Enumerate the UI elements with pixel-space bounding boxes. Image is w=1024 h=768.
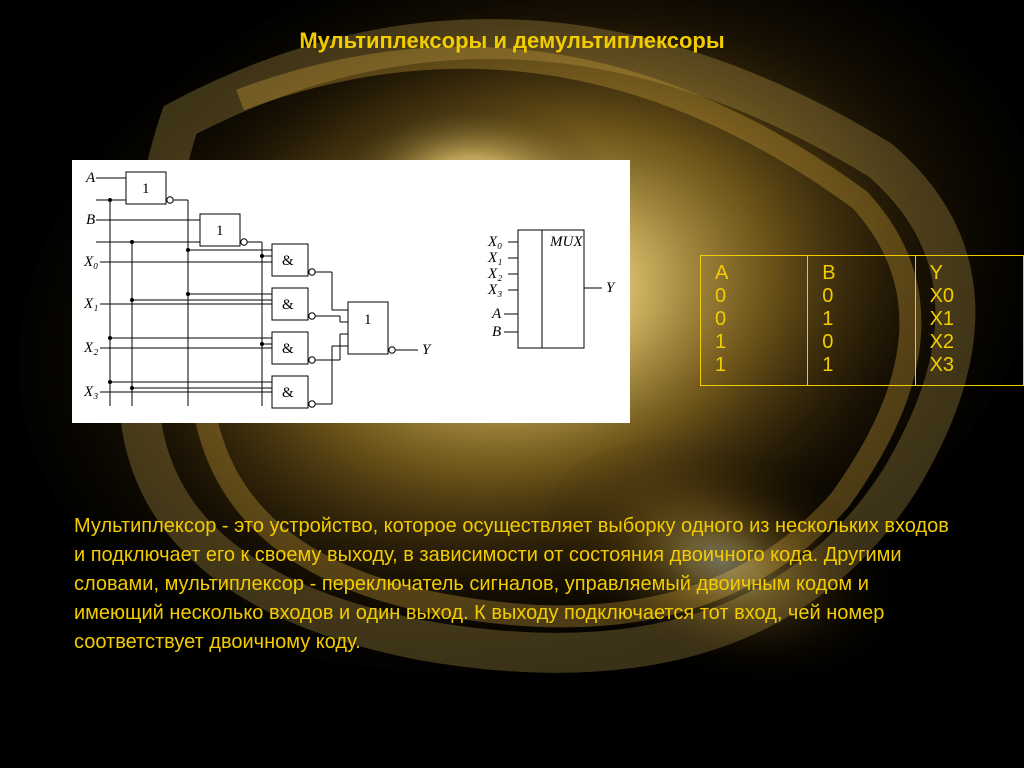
mux-block: MUX X₀ X₁ X₂ X₃ A B Y — [487, 230, 616, 348]
output-y-left: Y — [422, 342, 432, 358]
description-text: Мультиплексор - это устройство, которое … — [74, 512, 954, 657]
svg-text:B: B — [492, 324, 501, 340]
truth-table: A 0 0 1 1 B 0 1 0 1 Y X0 X1 X2 X3 — [700, 255, 1024, 386]
svg-text:X₁: X₁ — [487, 250, 502, 266]
svg-text:X₂: X₂ — [487, 266, 502, 282]
gate-inv-a-label: 1 — [142, 181, 150, 197]
svg-text:&: & — [282, 297, 294, 313]
svg-text:A: A — [491, 306, 502, 322]
svg-text:&: & — [282, 253, 294, 269]
or-gate-label: 1 — [364, 312, 372, 328]
svg-text:MUX: MUX — [549, 234, 583, 250]
truth-table-grid: A 0 0 1 1 B 0 1 0 1 Y X0 X1 X2 X3 — [700, 255, 1024, 386]
truth-col-a: A 0 0 1 1 — [701, 256, 808, 386]
page-title: Мультиплексоры и демультиплексоры — [0, 28, 1024, 54]
svg-text:&: & — [282, 341, 294, 357]
truth-col-b: B 0 1 0 1 — [808, 256, 915, 386]
input-b-label: B — [86, 212, 95, 228]
truth-col-y: Y X0 X1 X2 X3 — [915, 256, 1023, 386]
and-gate-0: & — [272, 244, 315, 276]
circuit-svg: 1 A 1 B X₀ X₁ X — [72, 160, 630, 423]
mux-output-label: Y — [606, 280, 616, 296]
input-x1-label: X₁ — [83, 296, 98, 312]
and-gate-3: & — [272, 376, 315, 408]
svg-text:&: & — [282, 385, 294, 401]
and-gate-2: & — [272, 332, 315, 364]
gate-inv-b-label: 1 — [216, 223, 224, 239]
input-x2-label: X₂ — [83, 340, 98, 356]
input-x0-label: X₀ — [83, 254, 98, 270]
svg-text:X₃: X₃ — [487, 282, 502, 298]
and-gate-1: & — [272, 288, 315, 320]
input-x3-label: X₃ — [83, 384, 98, 400]
circuit-diagram: 1 A 1 B X₀ X₁ X — [72, 160, 630, 423]
input-a-label: A — [85, 170, 96, 186]
svg-text:X₀: X₀ — [487, 234, 502, 250]
